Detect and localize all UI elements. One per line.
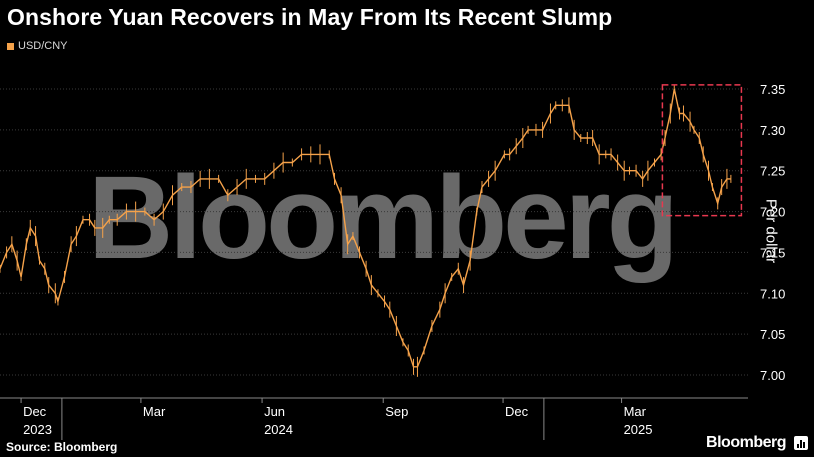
highlight-box xyxy=(661,84,743,217)
x-tick-label: Sep xyxy=(385,404,408,419)
y-tick-label: 7.35 xyxy=(760,82,785,97)
legend-swatch xyxy=(7,42,14,50)
bar-chart-icon xyxy=(794,436,808,450)
x-tick-label: Jun xyxy=(264,404,285,419)
y-tick-label: 7.25 xyxy=(760,164,785,179)
legend-label: USD/CNY xyxy=(18,40,68,52)
grid xyxy=(0,88,748,399)
x-tick-label: Dec xyxy=(505,404,529,419)
x-tick-label: Dec xyxy=(23,404,47,419)
y-tick-label: 7.00 xyxy=(760,368,785,383)
series-line xyxy=(0,88,731,368)
y-tick-label: 7.30 xyxy=(760,123,785,138)
source-note: Source: Bloomberg xyxy=(6,440,118,454)
x-tick-label: Mar xyxy=(143,404,166,419)
series-usd-cny xyxy=(0,85,732,377)
y-tick-label: 7.05 xyxy=(760,327,785,342)
chart-title: Onshore Yuan Recovers in May From Its Re… xyxy=(7,4,613,30)
x-tick-year-label: 2024 xyxy=(264,422,293,437)
x-axis: Dec 2023 Mar Jun 2024 Sep Dec Mar 2025 xyxy=(20,398,653,440)
y-axis: 7.00 7.05 7.10 7.15 7.20 7.25 7.30 7.35 xyxy=(760,82,785,383)
y-tick-label: 7.15 xyxy=(760,245,785,260)
y-tick-label: 7.20 xyxy=(760,205,785,220)
x-tick-year-label: 2025 xyxy=(624,422,653,437)
y-tick-label: 7.10 xyxy=(760,286,785,301)
x-tick-label: Mar xyxy=(624,404,647,419)
legend: USD/CNY xyxy=(7,40,68,52)
x-tick-year-label: 2023 xyxy=(23,422,52,437)
y-axis-label: Per dollar xyxy=(762,198,780,264)
highlight-rect xyxy=(661,84,743,217)
bloomberg-logo: Bloomberg xyxy=(706,434,786,451)
